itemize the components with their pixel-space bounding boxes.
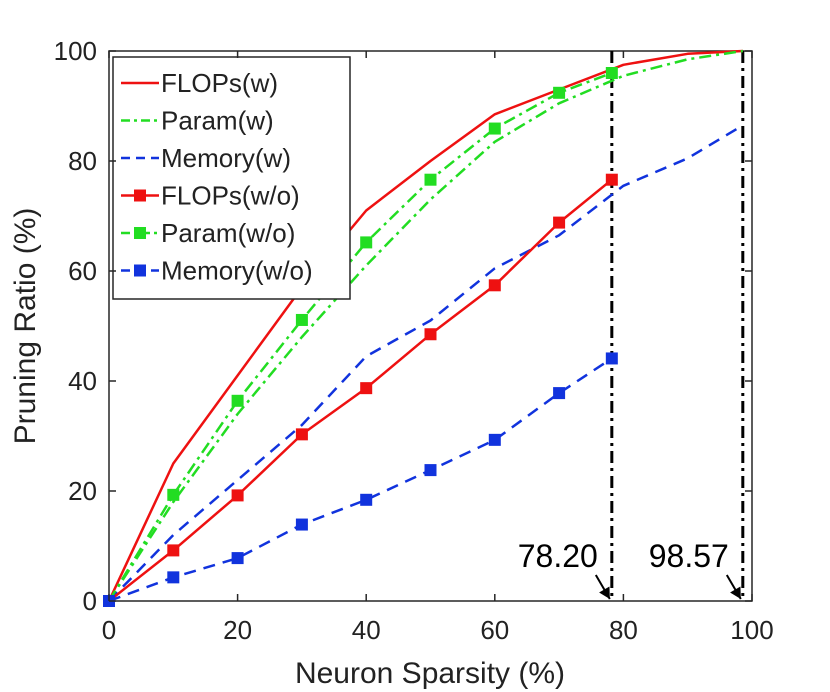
series-1 [107,49,743,602]
data-point [360,493,373,506]
data-point [553,86,566,99]
annotation-lines [610,51,745,601]
data-point [295,313,308,326]
data-point [424,464,437,477]
y-tick-label: 80 [68,146,97,176]
annotation-arrow-head [599,586,610,599]
data-point [553,387,566,400]
data-point [231,552,244,565]
data-point [295,428,308,441]
data-point [605,352,618,365]
data-point [424,173,437,186]
legend-label: Param(w/o) [161,218,295,248]
data-point [424,328,437,341]
data-point [605,67,618,79]
data-point [488,122,501,135]
x-tick-label: 80 [609,615,638,645]
legend-entry: Param(w) [121,106,274,136]
data-point [295,518,308,531]
y-tick-label: 100 [54,36,97,66]
legend-label: Memory(w/o) [161,256,313,286]
legend-entry: Param(w/o) [121,218,295,248]
x-tick-label: 40 [352,615,381,645]
y-tick-label: 60 [68,256,97,286]
legend-label: Memory(w) [161,143,291,173]
series-line [108,124,744,602]
legend-label: FLOPs(w) [161,68,278,98]
legend-label: FLOPs(w/o) [161,181,300,211]
data-point [231,394,244,407]
series-layer [103,49,744,607]
data-point [167,488,180,501]
data-point [553,216,566,229]
axes: Neuron Sparsity (%) Pruning Ratio (%) 0 2… [9,36,774,690]
y-tick-label: 0 [83,586,97,616]
series-0 [107,49,743,602]
x-tick-label: 60 [480,615,509,645]
series-5 [103,352,618,607]
legend-label: Param(w) [161,106,274,136]
series-line [107,49,743,602]
y-axis-title: Pruning Ratio (%) [9,208,42,445]
data-point [360,382,373,395]
data-point [167,544,180,557]
y-tick-label: 20 [68,476,97,506]
data-point [231,489,244,502]
x-tick-label: 100 [730,615,773,645]
legend-entry: Memory(w) [121,143,291,173]
annotation-layer: 78.20 98.57 [518,538,742,600]
annotation-label: 78.20 [518,538,598,574]
legend-swatch-marker [134,189,146,202]
annotation-arrow-head [730,586,741,599]
legend-swatch-marker [134,227,146,239]
legend-swatch-marker [134,264,146,277]
legend-box [112,56,351,300]
legend-entry: Memory(w/o) [121,256,313,286]
annotation-label: 98.57 [649,538,729,574]
data-point [488,433,501,446]
plot-area [108,50,753,602]
y-tick-label: 40 [68,366,97,396]
data-point [488,279,501,292]
series-line [107,49,743,602]
series-line [108,357,613,603]
x-tick-label: 0 [102,615,116,645]
data-point [167,571,180,584]
series-3 [103,173,618,607]
x-tick-label: 20 [223,615,252,645]
x-axis-title: Neuron Sparsity (%) [295,657,565,690]
data-point [605,173,618,186]
data-point [360,236,373,249]
legend-entry: FLOPs(w) [121,68,278,98]
legend-entry: FLOPs(w/o) [121,181,300,211]
plot-frame [108,50,753,602]
legend: FLOPs(w) Param(w) Memory(w) FLOPs(w/o) Param… [112,56,351,300]
series-2 [108,124,744,602]
